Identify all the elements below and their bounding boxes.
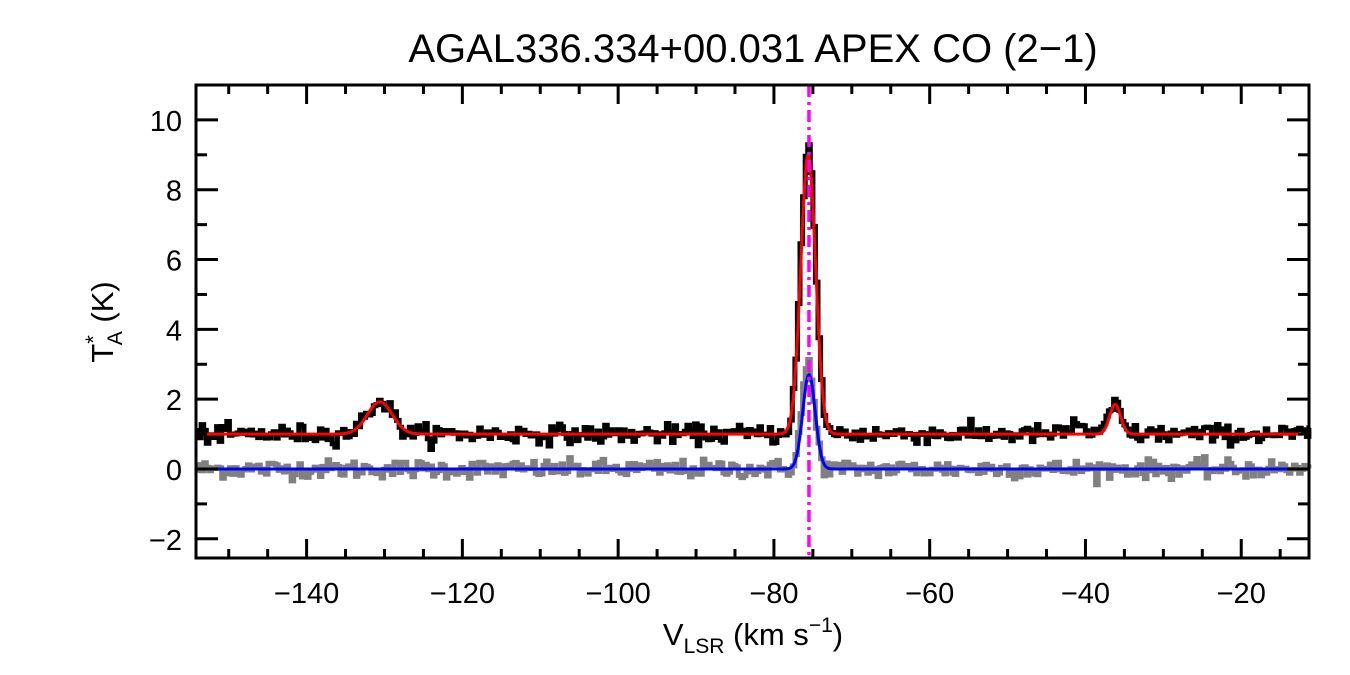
chart-title: AGAL336.334+00.031 APEX CO (2−1) bbox=[408, 27, 1097, 71]
y-tick-label: 8 bbox=[166, 176, 182, 208]
plot-frame bbox=[194, 83, 1311, 560]
y-axis-label: T*A (K) bbox=[81, 281, 127, 362]
y-tick-label: −2 bbox=[149, 525, 182, 557]
gaussian-fit-line bbox=[196, 152, 1309, 436]
y-label-sub: A bbox=[104, 331, 127, 345]
x-label-sup: −1 bbox=[809, 614, 833, 637]
y-tick-label: 2 bbox=[166, 385, 182, 417]
x-label-rest: (km s bbox=[724, 617, 808, 652]
series-layer bbox=[196, 85, 1312, 558]
y-label-rest: (K) bbox=[85, 281, 120, 331]
x-label-sub: LSR bbox=[684, 635, 725, 658]
x-tick-label: −60 bbox=[905, 578, 954, 610]
x-axis-label: VLSR (km s−1) bbox=[663, 614, 843, 658]
y-tick-label: 6 bbox=[166, 246, 182, 278]
y-tick-label: 4 bbox=[166, 315, 182, 347]
spectrum-histogram bbox=[196, 357, 1312, 488]
x-tick-label: −100 bbox=[585, 578, 650, 610]
y-label-main: T bbox=[85, 344, 120, 363]
x-tick-label: −20 bbox=[1217, 578, 1266, 610]
y-label-sup: * bbox=[81, 335, 106, 344]
y-tick-label: 10 bbox=[150, 106, 182, 138]
x-label-close: ) bbox=[833, 617, 843, 652]
gaussian-fit-line bbox=[196, 373, 1309, 471]
x-tick-label: −80 bbox=[749, 578, 798, 610]
x-label-main: V bbox=[663, 617, 684, 652]
x-tick-label: −140 bbox=[274, 578, 339, 610]
spectrum-histogram bbox=[196, 142, 1312, 452]
x-tick-label: −120 bbox=[430, 578, 495, 610]
x-tick-label: −40 bbox=[1061, 578, 1110, 610]
y-tick-label: 0 bbox=[166, 455, 182, 487]
